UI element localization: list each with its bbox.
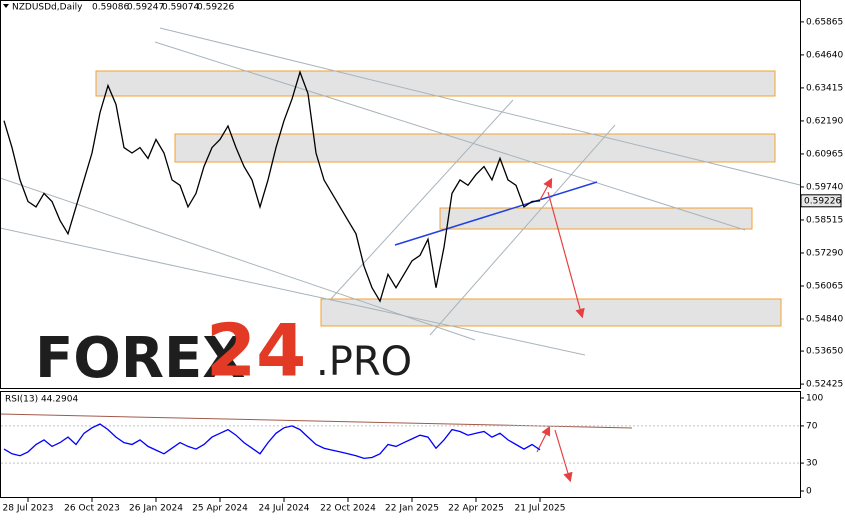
symbol-title: NZDUSDd,Daily <box>12 3 83 13</box>
x-tick-label: 22 Oct 2024 <box>320 504 376 514</box>
last-price-tag <box>800 194 842 208</box>
arrow <box>536 425 551 453</box>
y-tick-label: 0.57290 <box>806 248 843 258</box>
resistance-zone <box>95 70 776 97</box>
y-tick-label: 0.60965 <box>806 149 843 159</box>
last-price-label: 0.59226 <box>804 196 841 206</box>
trendline <box>0 227 586 356</box>
x-tick-label: 28 Jul 2023 <box>3 504 54 514</box>
y-tick-label: 0.52425 <box>806 380 843 390</box>
y-tick-label: 30 <box>806 459 818 469</box>
rsi-frame <box>0 391 801 498</box>
channel-line <box>329 99 514 301</box>
low: 0.59074 <box>162 3 199 13</box>
trendline <box>0 177 476 341</box>
y-tick-label: 0 <box>806 487 812 497</box>
logo-text: .PRO <box>316 339 412 385</box>
x-tick-label: 22 Jan 2025 <box>385 504 439 514</box>
y-tick-label: 0.62190 <box>806 116 843 126</box>
y-tick-label: 0.53650 <box>806 347 843 357</box>
y-tick-label: 0.54840 <box>806 315 843 325</box>
y-tick-label: 0.59740 <box>806 182 843 192</box>
zones <box>95 70 782 327</box>
price-line <box>3 70 541 303</box>
arrow <box>539 177 553 201</box>
rsi-line <box>3 423 541 460</box>
arrow <box>554 429 573 483</box>
y-tick-label: 0.63415 <box>806 83 843 93</box>
channel-line <box>429 124 616 336</box>
y-tick-label: 0.56065 <box>806 281 843 291</box>
x-tick-label: 22 Apr 2025 <box>448 504 504 514</box>
logo-text: 24 <box>206 309 306 393</box>
menu-icon <box>3 4 9 8</box>
x-tick-label: 24 Jul 2024 <box>259 504 310 514</box>
trendlines <box>0 27 801 356</box>
blue-trendline <box>394 181 598 246</box>
y-tick-label: 0.65865 <box>806 17 843 27</box>
open: 0.59086 <box>92 3 129 13</box>
support-zone <box>439 207 753 230</box>
logo-text: FOREX <box>35 326 245 391</box>
logo: FOREX 24 .PRO <box>35 309 412 393</box>
x-tick-label: 26 Jan 2024 <box>129 504 183 514</box>
close: 0.59226 <box>197 3 234 13</box>
trendline <box>154 41 746 231</box>
arrow <box>547 191 585 319</box>
support-zone <box>320 298 782 327</box>
rsi-title: RSI(13) 44.2904 <box>5 395 78 405</box>
y-tick-label: 0.58515 <box>806 215 843 225</box>
y-tick-label: 0.64640 <box>806 50 843 60</box>
x-tick-label: 26 Oct 2023 <box>64 504 120 514</box>
x-tick-label: 25 Apr 2024 <box>192 504 248 514</box>
forecast-arrows <box>536 177 585 483</box>
trendline <box>159 27 801 186</box>
high: 0.59247 <box>127 3 164 13</box>
y-tick-label: 100 <box>806 394 823 404</box>
y-tick-label: 70 <box>806 421 818 431</box>
resistance-zone <box>174 133 776 163</box>
x-tick-label: 21 Jul 2025 <box>515 504 566 514</box>
